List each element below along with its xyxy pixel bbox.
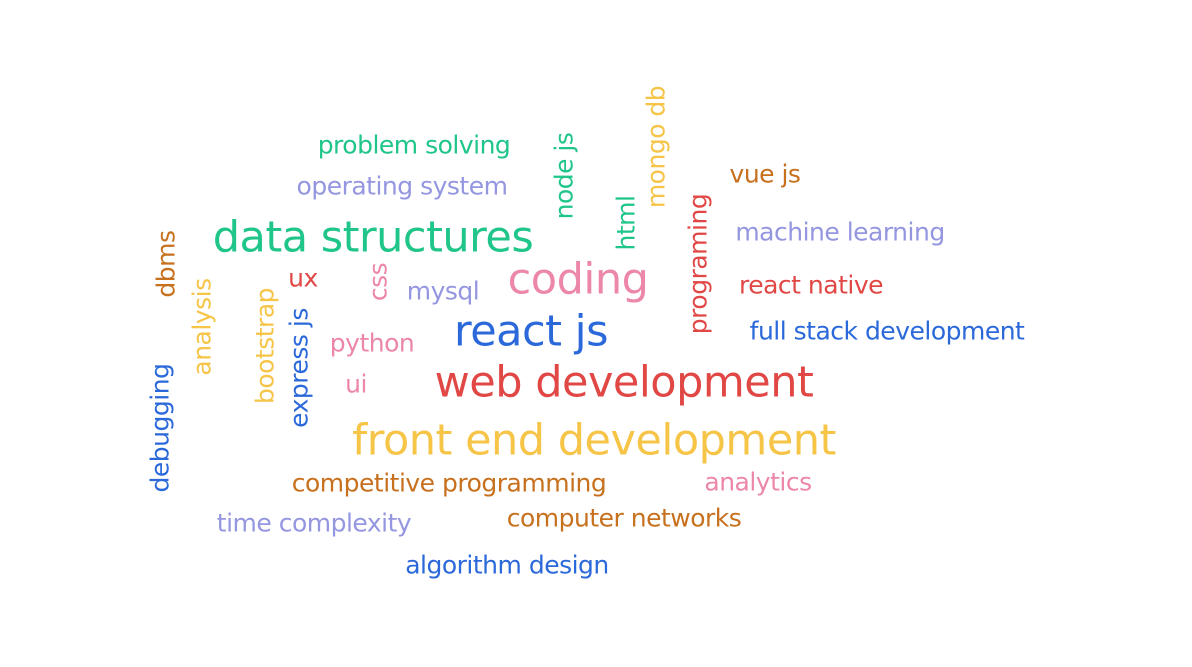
word-mongo-db: mongo db <box>641 85 671 209</box>
word-mysql: mysql <box>406 276 480 306</box>
word-css: css <box>363 262 393 302</box>
word-python: python <box>329 328 415 358</box>
word-programing: programing <box>683 193 713 335</box>
word-web-development: web development <box>434 357 814 408</box>
word-full-stack-development: full stack development <box>749 316 1025 346</box>
word-front-end-development: front end development <box>352 415 836 466</box>
word-algorithm-design: algorithm design <box>405 550 609 580</box>
word-dbms: dbms <box>151 230 181 298</box>
word-node-js: node js <box>549 132 579 220</box>
word-bootstrap: bootstrap <box>250 287 280 405</box>
word-react-native: react native <box>738 270 884 300</box>
word-ui: ui <box>345 369 367 399</box>
word-competitive-programming: competitive programming <box>291 468 607 498</box>
word-html: html <box>611 195 641 251</box>
word-machine-learning: machine learning <box>735 217 945 247</box>
word-operating-system: operating system <box>296 171 508 201</box>
word-problem-solving: problem solving <box>317 130 511 160</box>
word-computer-networks: computer networks <box>506 503 742 533</box>
word-debugging: debugging <box>145 363 175 493</box>
word-ux: ux <box>288 263 318 293</box>
word-vue-js: vue js <box>729 159 801 189</box>
word-data-structures: data structures <box>212 212 534 263</box>
word-analysis: analysis <box>187 278 217 376</box>
word-react-js: react js <box>453 306 609 357</box>
word-analytics: analytics <box>704 467 812 497</box>
word-time-complexity: time complexity <box>216 508 412 538</box>
word-coding: coding <box>507 254 649 305</box>
word-express-js: express js <box>284 308 314 428</box>
